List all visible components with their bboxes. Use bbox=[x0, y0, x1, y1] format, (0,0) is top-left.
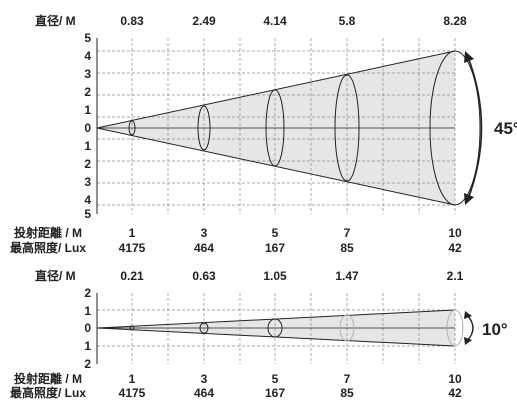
diagram-10-degree: 直径/ M 0.21 0.63 1.05 1.47 2.1 bbox=[10, 268, 508, 400]
diameter-value: 2.1 bbox=[447, 269, 464, 283]
beam-cross-section bbox=[267, 318, 283, 338]
y-tick-label: 1 bbox=[84, 103, 91, 117]
distance-value: 1 bbox=[129, 372, 136, 386]
lux-value: 42 bbox=[448, 386, 462, 400]
lux-value: 85 bbox=[340, 241, 354, 255]
y-tick-label: 5 bbox=[84, 31, 91, 45]
diameter-value: 8.28 bbox=[443, 14, 467, 28]
y-tick-label: 0 bbox=[84, 121, 91, 135]
distance-value: 1 bbox=[129, 226, 136, 240]
lux-value: 464 bbox=[194, 386, 214, 400]
y-tick-label: 1 bbox=[84, 339, 91, 353]
diameter-value: 4.14 bbox=[263, 14, 287, 28]
beam-cross-section bbox=[446, 309, 464, 347]
diameter-value: 2.49 bbox=[192, 14, 216, 28]
lux-value: 464 bbox=[194, 241, 214, 255]
distance-label: 投射距離 / M bbox=[14, 225, 82, 240]
lux-value: 4175 bbox=[119, 241, 146, 255]
distance-label: 投射距離 / M bbox=[14, 371, 82, 386]
beam-edge-top bbox=[96, 50, 456, 129]
beam-cross-section bbox=[128, 120, 136, 136]
diameter-label: 直径/ M bbox=[35, 268, 76, 283]
diameter-value: 0.63 bbox=[192, 269, 216, 283]
y-tick-label: 2 bbox=[84, 357, 91, 371]
distance-value: 10 bbox=[448, 372, 462, 386]
y-tick-label: 4 bbox=[84, 49, 91, 63]
beam-cross-section bbox=[197, 105, 211, 151]
diameter-label: 直径/ M bbox=[35, 13, 76, 28]
beam-edge-bottom bbox=[96, 127, 456, 206]
lux-label: 最高照度/ Lux bbox=[10, 385, 86, 400]
lux-value: 167 bbox=[265, 241, 285, 255]
y-tick-label: 2 bbox=[84, 157, 91, 171]
y-tick-label: 0 bbox=[84, 321, 91, 335]
lux-value: 85 bbox=[340, 386, 354, 400]
distance-value: 10 bbox=[448, 226, 462, 240]
beam-cross-section bbox=[429, 50, 481, 206]
y-tick-label: 2 bbox=[84, 85, 91, 99]
beam-angle-label: 10° bbox=[482, 320, 508, 339]
beam-angle-arc-icon bbox=[464, 311, 474, 345]
y-tick-label: 5 bbox=[84, 207, 91, 221]
beam-angle-arc-icon bbox=[464, 51, 483, 205]
y-tick-label: 3 bbox=[84, 175, 91, 189]
lux-value: 167 bbox=[265, 386, 285, 400]
vertical-gridlines bbox=[131, 293, 456, 364]
y-tick-label: 1 bbox=[84, 304, 91, 318]
beam-cross-section bbox=[339, 314, 355, 342]
diameter-value: 0.21 bbox=[120, 269, 144, 283]
y-tick-label: 1 bbox=[84, 139, 91, 153]
beam-cross-section bbox=[265, 89, 285, 167]
diameter-value: 0.83 bbox=[120, 14, 144, 28]
y-tick-label: 4 bbox=[84, 193, 91, 207]
y-tick-labels: 5 4 3 2 1 0 1 2 3 4 5 bbox=[84, 31, 91, 221]
lux-label: 最高照度/ Lux bbox=[10, 240, 86, 255]
diameter-value: 1.05 bbox=[263, 269, 287, 283]
distance-value: 5 bbox=[272, 226, 279, 240]
diameter-value: 1.47 bbox=[335, 269, 359, 283]
distance-value: 7 bbox=[344, 372, 351, 386]
diagram-45-degree: 直径/ M 0.83 2.49 4.14 5.8 8.28 bbox=[10, 13, 517, 255]
y-tick-label: 3 bbox=[84, 67, 91, 81]
lux-value: 42 bbox=[448, 241, 462, 255]
distance-value: 3 bbox=[201, 226, 208, 240]
beam-cross-section bbox=[199, 322, 209, 334]
distance-value: 5 bbox=[272, 372, 279, 386]
beam-angle-label: 45° bbox=[494, 119, 517, 138]
vertical-gridlines bbox=[131, 38, 456, 214]
y-tick-labels: 2 1 0 1 2 bbox=[84, 286, 91, 371]
distance-value: 7 bbox=[344, 226, 351, 240]
distance-value: 3 bbox=[201, 372, 208, 386]
beam-cross-section bbox=[129, 325, 135, 331]
beam-cross-section bbox=[334, 74, 360, 182]
diameter-value: 5.8 bbox=[339, 14, 356, 28]
lux-value: 4175 bbox=[119, 386, 146, 400]
y-tick-label: 2 bbox=[84, 286, 91, 300]
